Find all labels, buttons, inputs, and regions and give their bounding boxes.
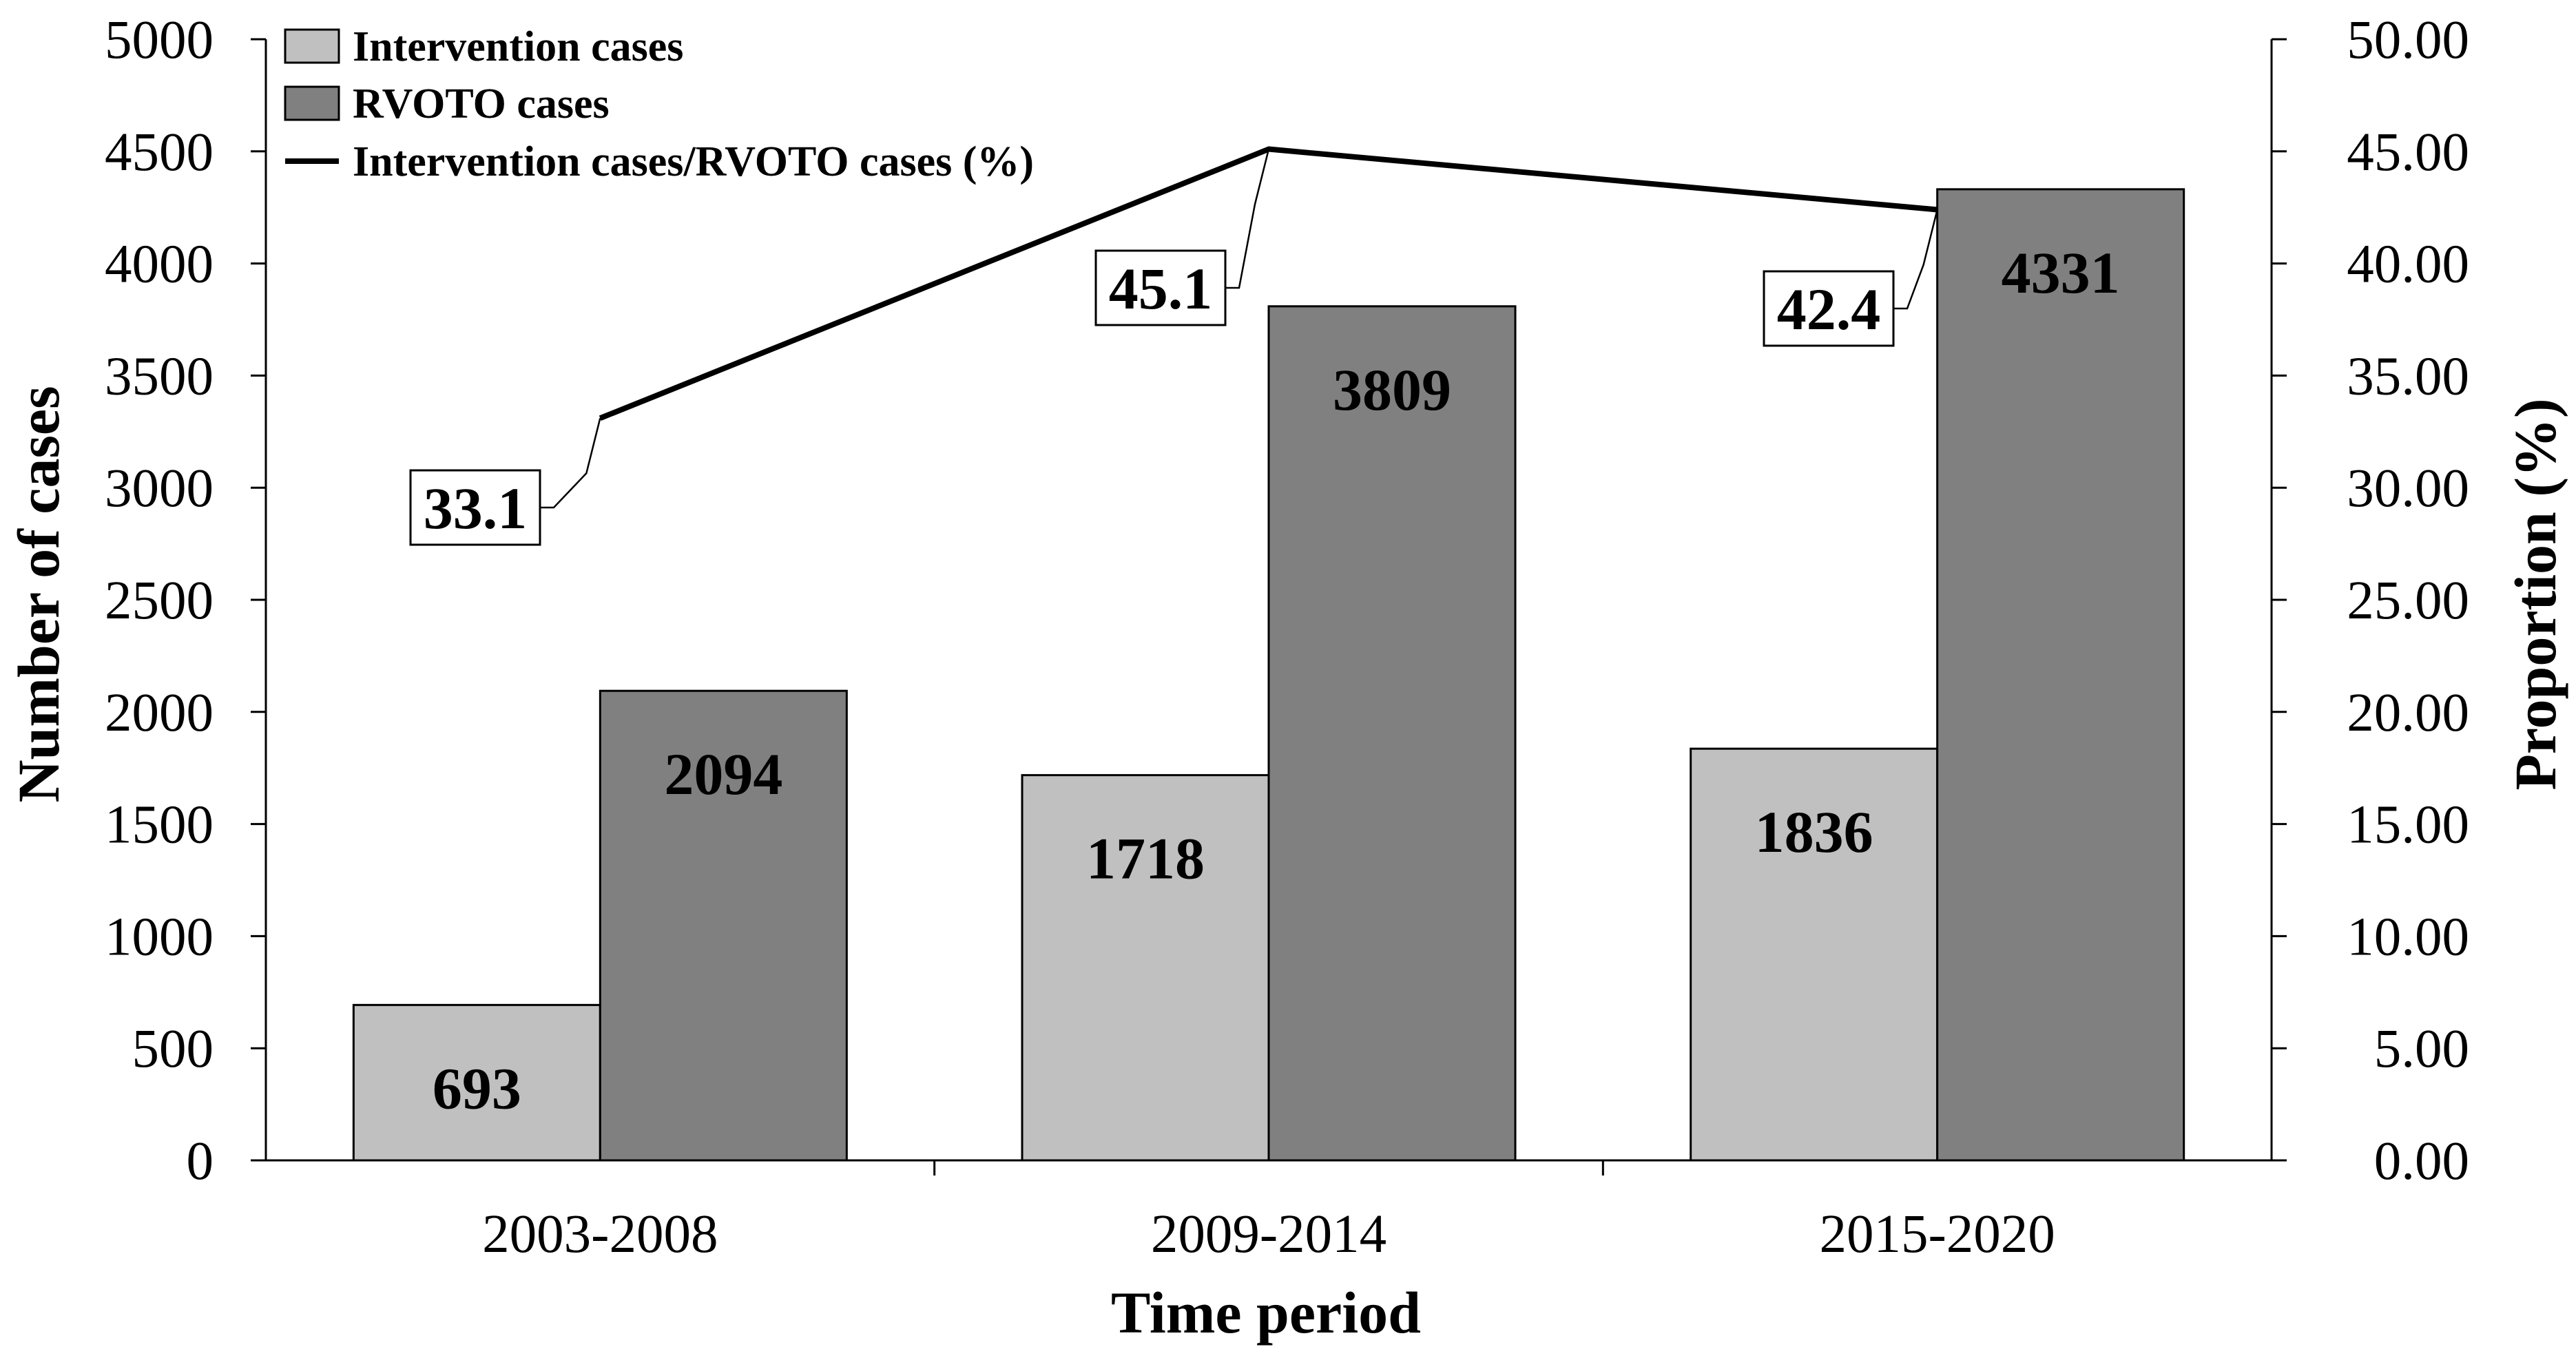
y2-tick-label: 0.00 [2374,1131,2469,1191]
legend: Intervention cases RVOTO cases Interventio… [284,23,1034,185]
y-tick-label: 2500 [105,571,214,631]
y-tick-label: 1000 [105,907,214,967]
callout-leader [540,417,601,509]
y-tick-label: 3500 [105,346,214,406]
y-tick-label: 4500 [105,123,214,182]
y-tick-label: 4000 [105,235,214,295]
callout-leader [1225,149,1270,289]
y-tick-label: 1500 [105,795,214,855]
x-axis-title: Time period [1111,1279,1421,1346]
y-axis-title: Number of cases [6,386,72,802]
y2-axis-title: Proportion (%) [2502,398,2568,790]
bar-data-label: 3809 [1333,357,1451,423]
bar-data-label: 4331 [2002,240,2120,306]
bars-layer [352,188,2185,1162]
x-tick-label: 2009-2014 [1151,1204,1386,1264]
bar [352,1003,601,1162]
y2-tick-label: 25.00 [2347,571,2469,631]
bar [1690,747,1939,1162]
y2-tick-label: 15.00 [2347,795,2469,855]
y-tick-label: 5000 [105,10,214,70]
legend-label: RVOTO cases [353,81,610,127]
y2-tick-label: 35.00 [2347,346,2469,406]
callout-box [409,469,541,546]
callout-leader [1893,209,1938,310]
y2-tick-label: 40.00 [2347,235,2469,295]
y2-tick-label: 5.00 [2374,1019,2469,1079]
y-tick-label: 3000 [105,459,214,519]
y2-tick-label: 30.00 [2347,459,2469,519]
bar-data-label: 1836 [1755,799,1873,865]
line-data-label: 45.1 [1109,255,1213,322]
line-data-label: 33.1 [424,475,528,541]
y-tick-label: 0 [187,1131,214,1191]
y2-tick-label: 45.00 [2347,123,2469,182]
x-tick-label: 2003-2008 [482,1204,718,1264]
bar-data-label: 1718 [1086,826,1205,892]
legend-swatch [284,85,340,121]
bar [1021,774,1270,1162]
labels-layer: 693 1718 1836 2094 3809 4331 33.1 45.1 42.4 [409,149,2120,1121]
bar [1267,305,1517,1162]
callout-box [1094,249,1227,326]
legend-label: Intervention cases/RVOTO cases (%) [353,138,1034,185]
y-tick-label: 2000 [105,683,214,743]
bar-data-label: 2094 [664,741,782,807]
y2-tick-label: 50.00 [2347,10,2469,70]
bar-data-label: 693 [433,1055,521,1121]
line-data-label: 42.4 [1777,276,1881,342]
bar [1936,188,2185,1162]
legend-swatch [284,28,340,64]
y2-tick-label: 20.00 [2347,683,2469,743]
x-tick-label: 2015-2020 [1820,1204,2055,1264]
callout-box [1763,270,1895,347]
axes-layer: 0 500 1000 1500 2000 2500 3000 3500 4000 4500 5000… [105,10,2469,1264]
y2-tick-label: 10.00 [2347,907,2469,967]
legend-label: Intervention cases [353,23,683,70]
y-tick-label: 500 [132,1019,214,1079]
bar [599,689,848,1162]
